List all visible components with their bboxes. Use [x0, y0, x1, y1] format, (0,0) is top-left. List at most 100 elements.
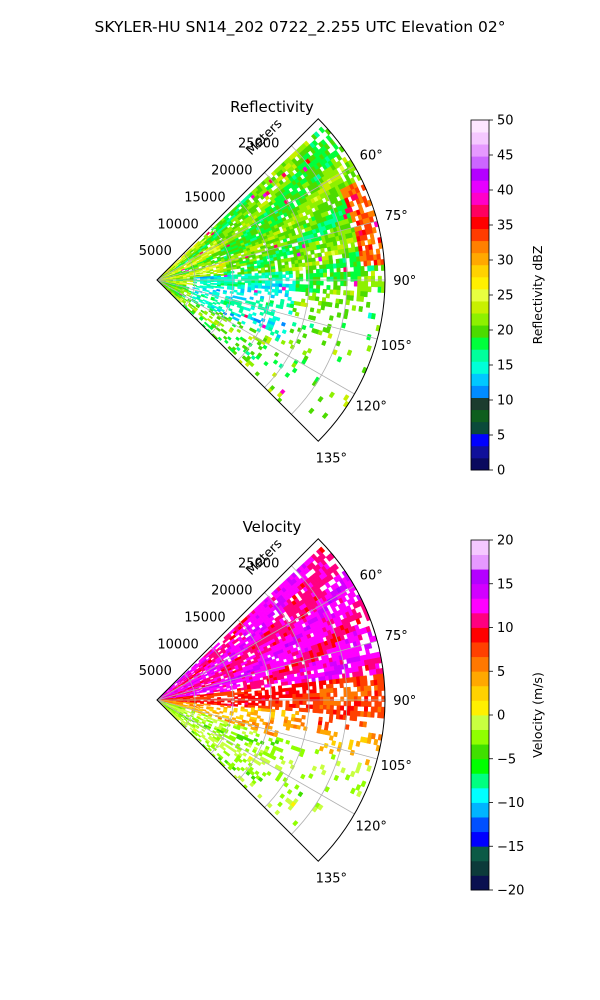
- radar-cell: [367, 276, 372, 282]
- radar-cell: [203, 317, 208, 322]
- radar-cell: [333, 272, 338, 278]
- radar-cell: [366, 345, 372, 352]
- radar-cell: [222, 335, 228, 341]
- radar-cell: [302, 284, 307, 289]
- range-tick-label: 15000: [184, 190, 225, 205]
- radar-cell: [353, 281, 358, 287]
- radar-cell: [311, 681, 317, 687]
- radar-cell: [308, 773, 314, 780]
- radar-cell: [349, 787, 356, 795]
- radar-cell: [282, 694, 287, 699]
- radar-cell: [186, 280, 191, 283]
- radar-cell: [203, 311, 208, 316]
- radar-cell: [328, 748, 334, 755]
- radar-cell: [326, 709, 331, 715]
- radar-cell: [234, 704, 239, 707]
- radar-cell: [288, 267, 293, 272]
- radar-cell: [275, 691, 280, 696]
- radar-cell: [333, 774, 340, 782]
- radar-cell: [345, 672, 350, 679]
- radar-cell: [186, 275, 191, 278]
- radar-cell: [243, 726, 248, 731]
- radar-cell: [314, 296, 320, 302]
- radar-cell: [311, 315, 317, 321]
- radar-cell: [254, 285, 259, 289]
- radar-cell: [319, 272, 324, 278]
- radar-cell: [318, 716, 323, 722]
- radar-cell: [312, 685, 317, 690]
- radar-cell: [360, 265, 365, 272]
- radar-cell: [370, 238, 376, 245]
- radar-cell: [206, 703, 211, 706]
- radar-cell: [370, 706, 375, 713]
- radar-cell: [322, 688, 327, 694]
- radar-cell: [253, 292, 258, 296]
- radar-cell: [288, 694, 293, 698]
- radar-cell: [350, 271, 355, 277]
- radar-cell: [312, 292, 317, 297]
- radar-cell: [377, 281, 382, 288]
- radar-cell: [264, 283, 269, 287]
- radar-cell: [195, 304, 200, 309]
- radar-cell: [257, 285, 262, 289]
- radar-cell: [205, 231, 211, 236]
- radar-cell: [329, 272, 334, 278]
- radar-cell: [295, 693, 300, 698]
- radar-cell: [306, 347, 313, 354]
- radar-cell: [250, 287, 255, 291]
- radar-cell: [271, 691, 276, 696]
- radar-cell: [193, 293, 199, 297]
- radar-cell: [319, 692, 324, 698]
- radar-cell: [375, 248, 381, 255]
- radar-cell: [316, 284, 321, 290]
- radar-cell: [350, 276, 355, 282]
- azimuth-tick-label: 75°: [385, 209, 408, 224]
- radar-cell: [295, 284, 300, 289]
- radar-cell: [320, 305, 326, 311]
- radar-panel-velocity: 50001000015000200002500060°75°90°105°120…: [139, 518, 545, 899]
- radar-cell: [263, 684, 269, 688]
- azimuth-gridline: [156, 279, 355, 395]
- radar-cell: [251, 275, 256, 279]
- radar-cell: [186, 292, 191, 296]
- radar-cell: [216, 707, 221, 711]
- radar-cell: [340, 696, 345, 702]
- radar-cell: [370, 270, 375, 277]
- radar-cell: [223, 283, 228, 286]
- radar-cell: [253, 685, 259, 690]
- radar-cell: [216, 270, 221, 274]
- radar-cell: [295, 690, 300, 695]
- radar-cell: [330, 276, 334, 282]
- radar-cell: [299, 700, 304, 705]
- radar-cell: [209, 271, 214, 275]
- radar-cell: [329, 683, 334, 689]
- radar-cell: [346, 705, 351, 712]
- radar-cell: [323, 143, 331, 151]
- radar-cell: [360, 281, 365, 287]
- radar-cell: [373, 738, 379, 746]
- radar-cell: [275, 283, 280, 288]
- radar-cell: [261, 272, 266, 276]
- radar-cell: [196, 704, 201, 707]
- radar-cell: [278, 271, 283, 276]
- radar-cell: [199, 706, 204, 709]
- radar-cell: [241, 730, 247, 735]
- radar-cell: [332, 263, 337, 269]
- radar-cell: [285, 277, 290, 282]
- radar-cell: [255, 300, 261, 304]
- radar-cell: [285, 690, 290, 695]
- radar-cell: [312, 704, 317, 710]
- radar-cell: [236, 683, 241, 688]
- radar-cell: [242, 338, 248, 344]
- radar-cell: [285, 726, 291, 731]
- radar-cell: [199, 282, 204, 285]
- radar-cell: [236, 321, 242, 326]
- range-tick-label: 25000: [238, 137, 279, 152]
- radar-cell: [336, 276, 341, 282]
- radar-cell: [284, 293, 289, 298]
- radar-cell: [267, 269, 273, 273]
- radar-cell: [268, 694, 273, 699]
- radar-cell: [316, 696, 321, 702]
- radar-cell: [344, 774, 351, 781]
- radar-cell: [292, 280, 297, 285]
